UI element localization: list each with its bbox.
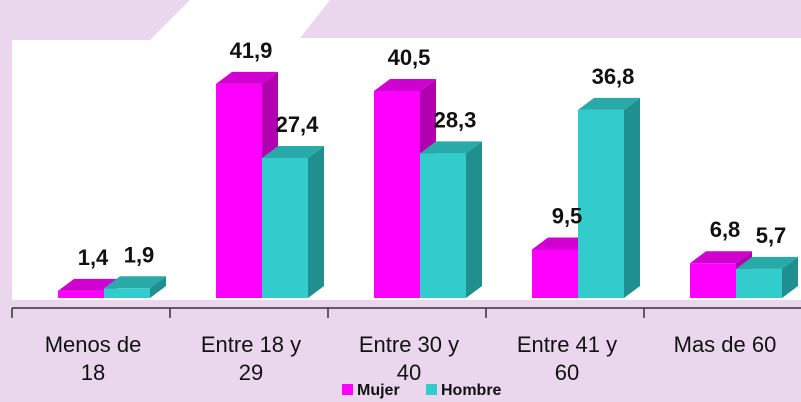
- data-label: 1,4: [78, 245, 109, 270]
- bar-front: [216, 83, 262, 298]
- x-tick-label: 18: [81, 360, 105, 385]
- bar-top: [420, 141, 482, 154]
- data-label: 9,5: [552, 203, 583, 228]
- bar-front: [262, 157, 308, 298]
- bar-side: [624, 97, 640, 299]
- x-axis: [11, 307, 801, 318]
- data-label: 28,3: [434, 107, 477, 132]
- bar-hombre: [104, 276, 166, 298]
- bar-front: [532, 249, 578, 298]
- background-band: [0, 300, 801, 402]
- bar-side: [782, 256, 798, 298]
- x-tick-label: 60: [555, 360, 579, 385]
- data-label: 27,4: [276, 112, 320, 137]
- bar-top: [374, 79, 436, 91]
- bar-top: [262, 145, 324, 158]
- legend-swatch: [426, 384, 437, 395]
- bar-front: [58, 290, 104, 298]
- bar-top: [58, 278, 120, 291]
- bar-top: [578, 97, 640, 110]
- legend: Mujer Hombre: [342, 382, 502, 399]
- bar-side: [466, 141, 482, 298]
- data-label: 40,5: [388, 45, 431, 70]
- bar-front: [420, 153, 466, 298]
- data-label: 41,9: [230, 38, 273, 63]
- bar-front: [690, 263, 736, 298]
- legend-entry: Hombre: [441, 382, 502, 399]
- data-label: 5,7: [756, 223, 787, 248]
- x-tick-label: 29: [239, 360, 263, 385]
- x-tick-label: Menos de: [45, 332, 142, 357]
- bar-front: [104, 288, 150, 298]
- background-band: [300, 0, 801, 38]
- data-labels: 1,4 1,9 41,9 27,4 40,5 28,3 9,5 36,8 6,8 5,7: [78, 38, 787, 270]
- data-label: 36,8: [592, 64, 635, 89]
- bar-hombre: [420, 141, 482, 298]
- background-band: [0, 0, 190, 40]
- bar-side: [150, 276, 166, 298]
- bar-top: [216, 71, 278, 84]
- bar-mujer: [374, 79, 436, 298]
- data-label: 1,9: [124, 242, 155, 267]
- bar-side: [308, 145, 324, 298]
- x-tick-label: Entre 30 y: [359, 332, 459, 357]
- bar-hombre: [736, 256, 798, 298]
- x-tick-label: Mas de 60: [674, 332, 777, 357]
- background-band: [0, 40, 12, 300]
- bar-hombre: [578, 97, 640, 299]
- bars: [58, 71, 798, 299]
- x-tick-label: 40: [397, 360, 421, 385]
- bar-front: [578, 109, 624, 299]
- bar-top: [104, 276, 166, 289]
- legend-entry: Mujer: [357, 382, 400, 399]
- bar-front: [374, 91, 420, 298]
- x-tick-label: Entre 18 y: [201, 332, 301, 357]
- bar-top: [690, 251, 752, 264]
- category-labels: Menos de 18 Entre 18 y 29 Entre 30 y 40 Entre …: [45, 332, 777, 385]
- data-label: 6,8: [710, 217, 741, 242]
- bar-hombre: [262, 145, 324, 298]
- x-tick-label: Entre 41 y: [517, 332, 617, 357]
- legend-swatch: [342, 384, 353, 395]
- bar-front: [736, 268, 782, 298]
- bar-top: [736, 256, 798, 269]
